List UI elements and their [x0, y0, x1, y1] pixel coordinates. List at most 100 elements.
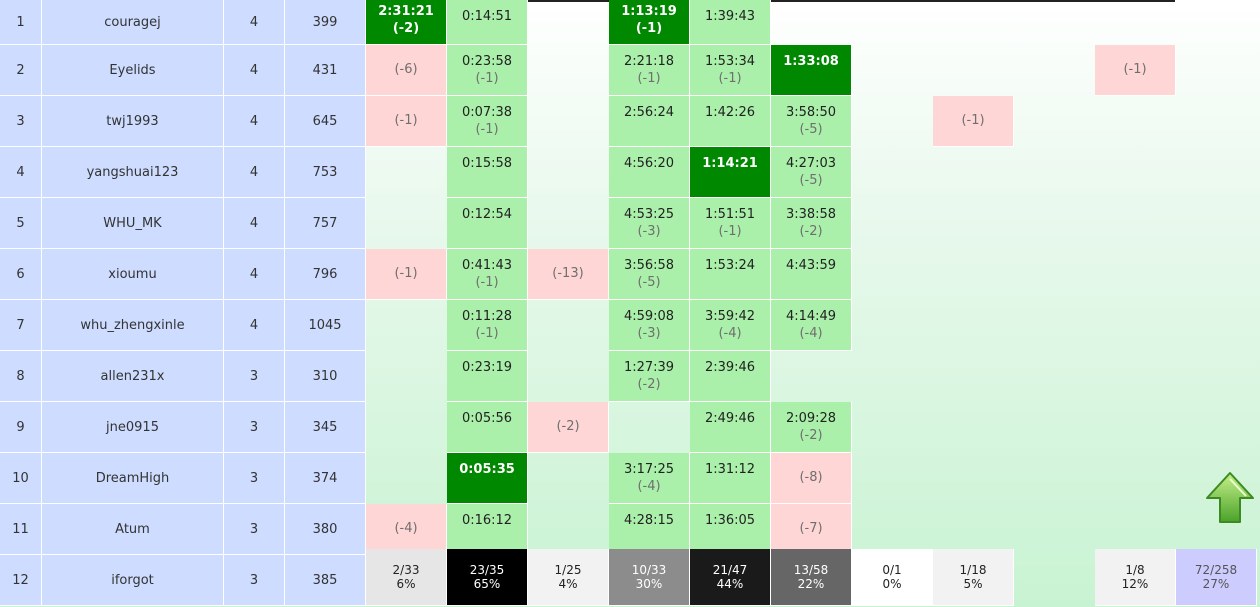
attempt-penalty: (-2)	[556, 419, 580, 434]
accepted-cell: 1:51:51 (-1)	[690, 198, 771, 249]
team-name-cell[interactable]: Atum	[42, 504, 224, 555]
accepted-cell: 4:53:25 (-3)	[609, 198, 690, 249]
rank-cell: 2	[0, 45, 42, 96]
accepted-cell: 0:07:38 (-1)	[447, 96, 528, 147]
rank-cell: 9	[0, 402, 42, 453]
solve-time: 1:27:39	[623, 360, 675, 375]
attempt-penalty: (-4)	[394, 521, 418, 536]
rank-cell: 12	[0, 555, 42, 606]
accepted-cell: 0:14:51	[447, 0, 528, 45]
accepted-cell: 0:41:43 (-1)	[447, 249, 528, 300]
solve-time: 4:59:08	[623, 309, 675, 324]
accepted-cell: 0:12:54	[447, 198, 528, 249]
attempt-penalty: (-4)	[718, 326, 742, 341]
rank-value: 7	[16, 317, 25, 333]
solve-time: 1:53:24	[704, 258, 756, 273]
solve-time: 0:14:51	[461, 9, 513, 24]
rejected-cell: (-7)	[771, 504, 852, 555]
penalty-value: 645	[312, 113, 338, 129]
attempt-penalty: (-4)	[799, 326, 823, 341]
stat-percent: 0%	[882, 577, 902, 591]
attempt-penalty: (-1)	[635, 21, 663, 36]
team-name-cell[interactable]: allen231x	[42, 351, 224, 402]
stat-ratio: 23/35	[469, 563, 505, 577]
solve-time: 1:14:21	[702, 156, 758, 171]
accepted-cell: 2:49:46	[690, 402, 771, 453]
solve-time: 3:38:58	[785, 207, 837, 222]
solved-count-cell: 4	[224, 198, 285, 249]
solved-value: 3	[249, 572, 259, 588]
attempt-penalty: (-5)	[799, 173, 823, 188]
solved-count-cell: 3	[224, 402, 285, 453]
attempt-penalty: (-5)	[637, 275, 661, 290]
accepted-cell: 1:31:12	[690, 453, 771, 504]
accepted-cell: 2:09:28 (-2)	[771, 402, 852, 453]
rejected-cell: (-1)	[933, 96, 1014, 147]
attempt-penalty: (-7)	[799, 521, 823, 536]
solved-value: 3	[249, 368, 259, 384]
team-name-cell[interactable]: yangshuai123	[42, 147, 224, 198]
team-name-cell[interactable]: whu_zhengxinle	[42, 300, 224, 351]
solve-time: 4:27:03	[785, 156, 837, 171]
solved-count-cell: 4	[224, 147, 285, 198]
problem-stat-cell: 1/8 12%	[1095, 549, 1176, 606]
accepted-cell: 4:43:59	[771, 249, 852, 300]
attempt-penalty: (-1)	[718, 71, 742, 86]
attempt-penalty: (-2)	[392, 21, 420, 36]
accepted-cell: 2:39:46	[690, 351, 771, 402]
solve-time: 0:23:19	[461, 360, 513, 375]
solve-time: 2:21:18	[623, 54, 675, 69]
stat-percent: 6%	[396, 577, 416, 591]
solved-count-cell: 4	[224, 0, 285, 45]
rank-cell: 11	[0, 504, 42, 555]
solved-count-cell: 3	[224, 351, 285, 402]
solved-value: 4	[249, 62, 259, 78]
team-name: DreamHigh	[95, 470, 170, 486]
accepted-cell: 3:58:50 (-5)	[771, 96, 852, 147]
accepted-cell: 0:11:28 (-1)	[447, 300, 528, 351]
solve-time: 1:53:34	[704, 54, 756, 69]
solved-count-cell: 4	[224, 300, 285, 351]
penalty-cell: 380	[285, 504, 366, 555]
stat-percent: 12%	[1121, 577, 1149, 591]
team-name-cell[interactable]: twj1993	[42, 96, 224, 147]
solve-time: 4:56:20	[623, 156, 675, 171]
solve-time: 3:59:42	[704, 309, 756, 324]
stat-ratio: 72/258	[1194, 563, 1238, 577]
stat-percent: 4%	[558, 577, 578, 591]
accepted-cell: 3:17:25 (-4)	[609, 453, 690, 504]
penalty-cell: 753	[285, 147, 366, 198]
attempt-penalty: (-8)	[799, 470, 823, 485]
team-name-cell[interactable]: Eyelids	[42, 45, 224, 96]
team-name-cell[interactable]: DreamHigh	[42, 453, 224, 504]
problem-stat-cell: 2/33 6%	[366, 549, 447, 606]
rank-value: 4	[16, 164, 25, 180]
accepted-cell: 1:39:43	[690, 0, 771, 45]
rank-cell: 7	[0, 300, 42, 351]
solve-time: 2:56:24	[623, 105, 675, 120]
rejected-cell: (-8)	[771, 453, 852, 504]
accepted-cell: 4:28:15	[609, 504, 690, 555]
rank-value: 11	[12, 521, 29, 537]
stat-percent: 30%	[635, 577, 663, 591]
first-solve-cell: 0:05:35	[447, 453, 528, 504]
solved-count-cell: 3	[224, 555, 285, 606]
rejected-cell: (-4)	[366, 504, 447, 555]
penalty-cell: 796	[285, 249, 366, 300]
team-name-cell[interactable]: couragej	[42, 0, 224, 45]
penalty-cell: 374	[285, 453, 366, 504]
team-name-cell[interactable]: jne0915	[42, 402, 224, 453]
up-arrow-icon[interactable]	[1204, 470, 1256, 526]
penalty-value: 385	[312, 572, 338, 588]
solve-time: 2:09:28	[785, 411, 837, 426]
stat-ratio: 21/47	[712, 563, 748, 577]
team-name-cell[interactable]: xioumu	[42, 249, 224, 300]
stat-percent: 5%	[963, 577, 983, 591]
stat-ratio: 1/25	[554, 563, 582, 577]
attempt-penalty: (-1)	[718, 224, 742, 239]
penalty-value: 345	[312, 419, 338, 435]
team-name: Eyelids	[109, 62, 156, 78]
team-name-cell[interactable]: iforgot	[42, 555, 224, 606]
accepted-cell: 1:53:24	[690, 249, 771, 300]
team-name-cell[interactable]: WHU_MK	[42, 198, 224, 249]
